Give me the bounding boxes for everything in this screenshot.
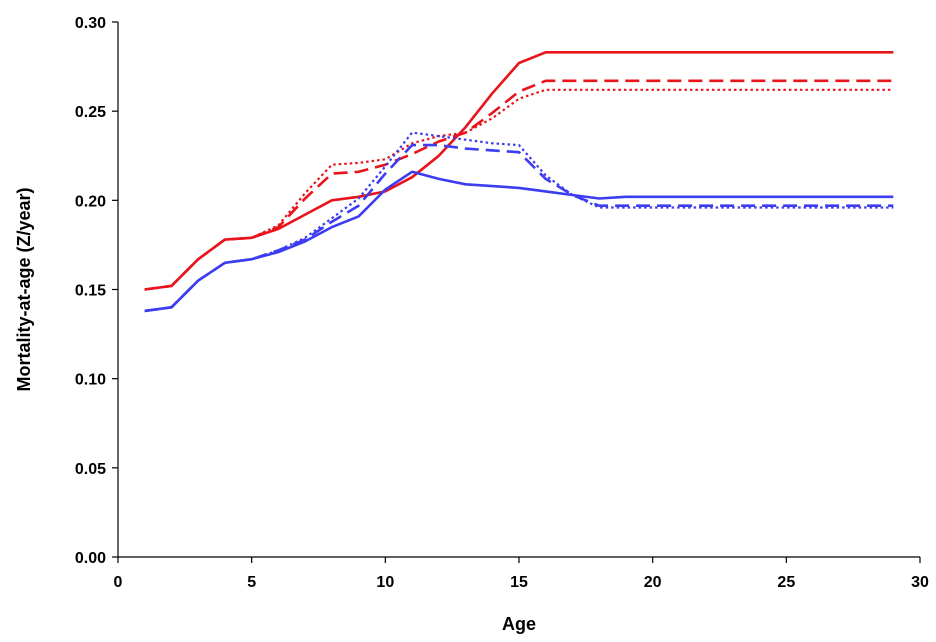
series-line-1 <box>144 50 894 291</box>
y-tick-label: 0.25 <box>75 104 106 121</box>
axes-layer <box>117 22 920 558</box>
y-tick-label: 0.30 <box>75 15 106 32</box>
x-tick-label: 25 <box>777 574 795 591</box>
y-tick-label: 0.15 <box>75 283 106 300</box>
ticks-layer: 0.00 0.05 0.10 0.15 0.20 0.25 0.30 0 5 10 15 20 25 30 <box>75 15 929 591</box>
x-tick-label: 20 <box>644 574 662 591</box>
y-tick-label: 0.20 <box>75 193 106 210</box>
series-line-4 <box>144 170 894 313</box>
x-tick-label: 15 <box>510 574 528 591</box>
x-axis-title: Age <box>502 614 536 634</box>
y-tick-label: 0.05 <box>75 461 106 478</box>
x-tick-label: 5 <box>247 574 256 591</box>
y-tick-label: 0.00 <box>75 550 106 567</box>
series-line-3 <box>144 88 894 291</box>
x-tick-label: 10 <box>376 574 394 591</box>
y-axis-title: Mortality-at-age (Z/year) <box>14 187 34 391</box>
series-line-5 <box>144 143 894 313</box>
x-tick-label: 30 <box>911 574 929 591</box>
x-tick-label: 0 <box>114 574 123 591</box>
series-line-6 <box>144 131 894 312</box>
y-tick-label: 0.10 <box>75 372 106 389</box>
series-layer <box>144 50 894 313</box>
